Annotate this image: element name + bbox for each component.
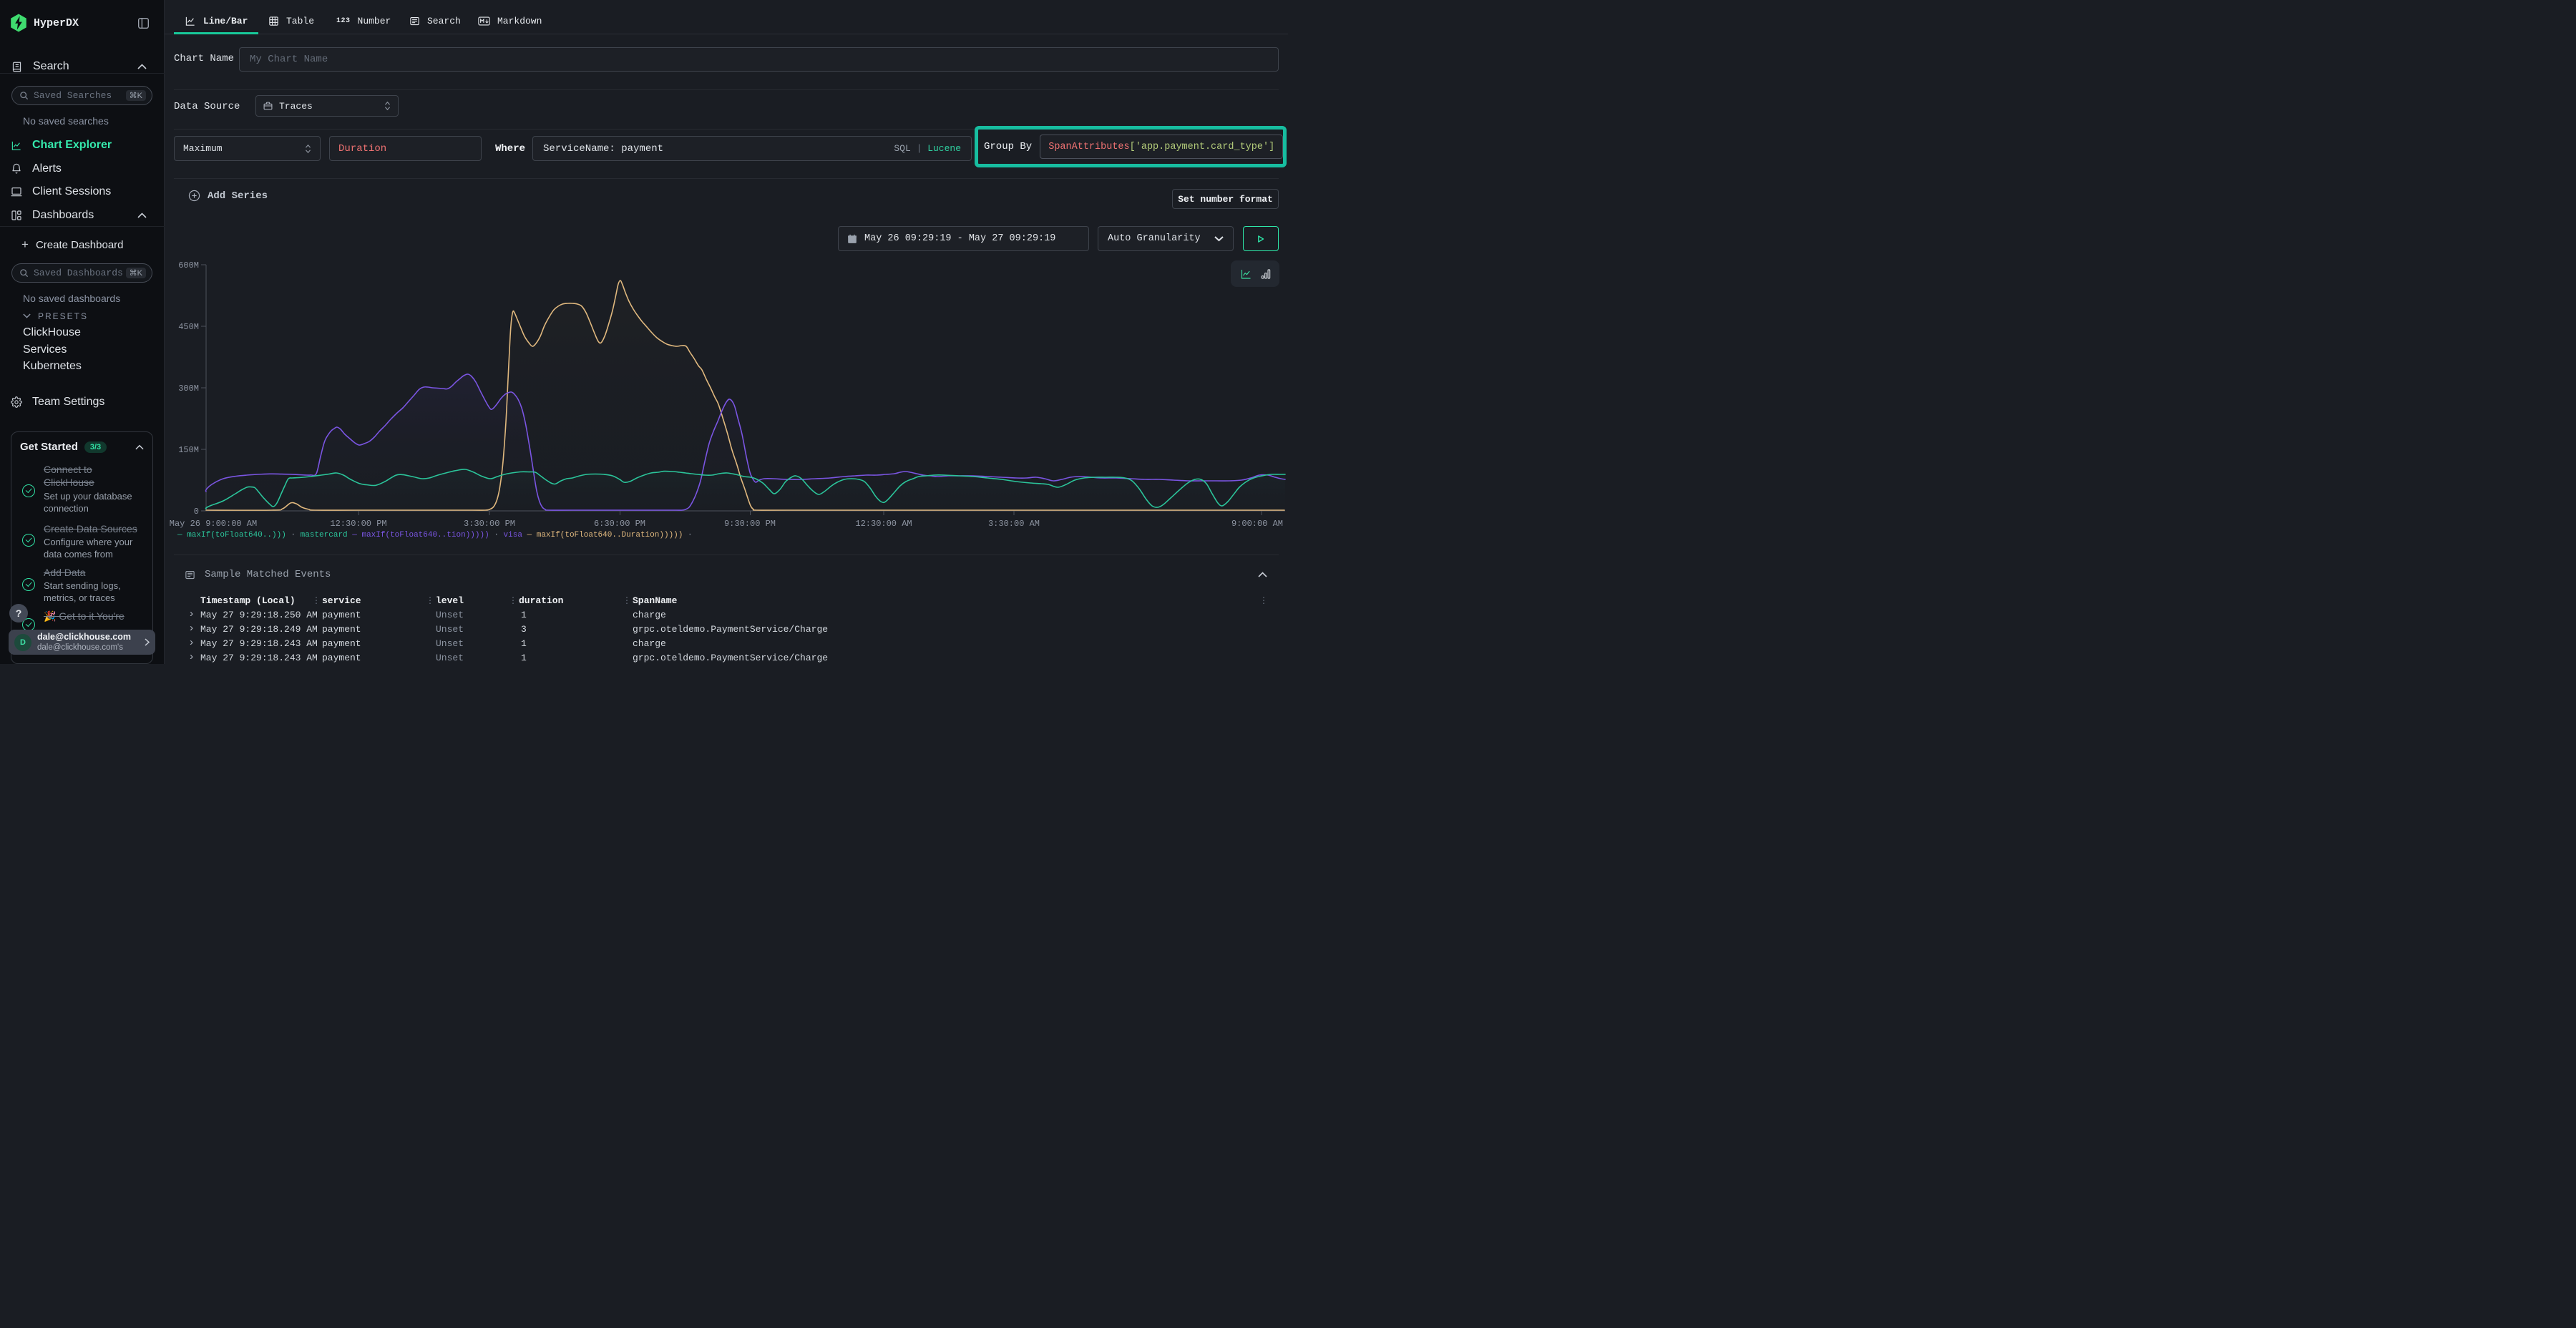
svg-text:12:30:00 PM: 12:30:00 PM — [330, 519, 386, 529]
svg-text:300M: 300M — [178, 384, 199, 394]
svg-text:May 26 9:00:00 AM: May 26 9:00:00 AM — [170, 519, 257, 529]
svg-text:0: 0 — [194, 507, 199, 517]
svg-text:3:30:00 PM: 3:30:00 PM — [464, 519, 515, 529]
svg-text:600M: 600M — [178, 260, 199, 270]
svg-text:6:30:00 PM: 6:30:00 PM — [594, 519, 645, 529]
svg-text:9:00:00 AM: 9:00:00 AM — [1231, 519, 1283, 529]
svg-text:450M: 450M — [178, 322, 199, 332]
svg-text:12:30:00 AM: 12:30:00 AM — [855, 519, 912, 529]
svg-text:9:30:00 PM: 9:30:00 PM — [724, 519, 776, 529]
svg-text:3:30:00 AM: 3:30:00 AM — [988, 519, 1040, 529]
svg-text:150M: 150M — [178, 445, 199, 455]
